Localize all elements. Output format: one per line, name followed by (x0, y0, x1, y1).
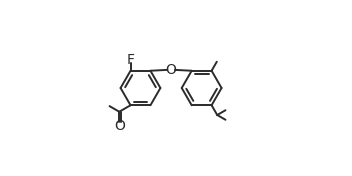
Text: O: O (166, 63, 176, 77)
Text: F: F (126, 53, 134, 67)
Text: O: O (114, 120, 125, 133)
